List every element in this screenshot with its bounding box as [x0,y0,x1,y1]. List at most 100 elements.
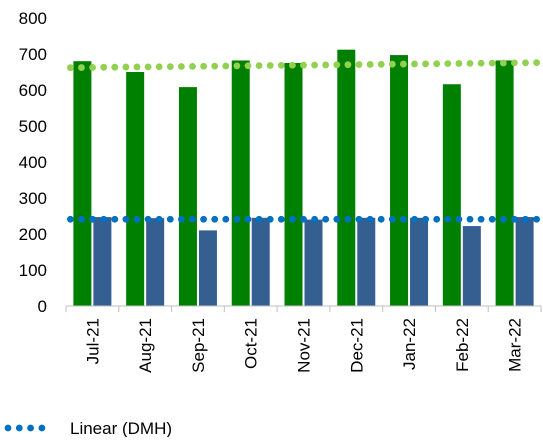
trendline-dot [433,215,441,223]
trendline-dot [233,62,241,70]
trendline-dot [300,61,307,69]
trendline-dot [300,215,307,223]
axes [65,305,542,312]
y-tick-label: 600 [19,81,47,100]
y-tick-label: 300 [19,189,47,208]
trendline-dot [277,215,285,223]
legend-label: Linear (DMH) [70,419,172,437]
x-tick-label: Nov-21 [295,318,314,373]
y-tick-label: 800 [19,9,47,28]
bar-series-1 [126,72,145,306]
bar-series-1 [442,84,461,307]
trendline-dot [355,61,363,68]
trendline-dot [366,61,374,68]
trendline-dot [499,215,507,223]
trendline-dot [155,215,163,223]
trendline-dot [244,62,252,70]
trendline-dot [533,215,541,223]
trendline-dot [177,215,185,223]
trendline-dot [133,215,141,223]
bar-series-1 [178,87,197,307]
trendline-dot [322,61,330,69]
bar-series-2 [515,217,534,306]
bar-series-2 [198,230,217,306]
bar-series-2 [146,218,165,306]
trendline-dot [288,61,296,69]
trendline-dot [144,215,152,223]
trendline-dot [388,60,396,68]
trendline-dot [488,215,496,223]
legend-marker-dot [15,424,23,432]
trendline-dot [411,215,418,223]
trendline-dot [400,215,407,223]
legend-marker-dot [4,424,12,432]
trendline-dot [366,215,374,223]
x-tick-label: Mar-22 [506,318,525,372]
trendline-dot [266,215,274,223]
trendline-dot [522,59,529,67]
bar-series-2 [304,219,323,306]
x-tick-label: Dec-21 [347,318,366,373]
trendline-dot [499,59,507,67]
trendline-dot [444,60,452,67]
trendline-dot [133,63,141,71]
trendline-dot [533,59,541,67]
trendline-dot [66,64,74,72]
trendline-dot [433,60,441,68]
trendline-dot [311,61,319,69]
trendline-dot [377,60,385,68]
bar-series-2 [251,217,270,306]
trendline-dot [211,62,219,70]
trendline-dot [122,215,130,223]
trendline-dot [477,215,485,223]
trendline-dot [444,215,452,223]
x-tick-label: Feb-22 [453,318,472,372]
bar-series-2 [410,217,429,306]
trendline-dot [100,215,108,223]
bar-series-1 [390,55,409,306]
trendline-dot [511,215,518,223]
trendline-dot [222,62,230,70]
trendline-dot [344,61,352,69]
trendline-dot [388,215,396,223]
trendline-dot [166,63,174,70]
bar-series-1 [284,63,303,306]
y-tick-label: 400 [19,153,47,172]
trendline-dot [466,215,474,223]
trendlines [66,59,541,223]
bar-series-2 [93,217,112,306]
trendline-dot [455,60,463,67]
trendline-dot [255,62,263,70]
x-tick-label: Aug-21 [136,318,155,373]
trendline-dot [288,215,296,223]
trendline-dot [522,215,529,223]
trendline-dot [411,60,418,68]
legend-marker-dot [38,424,46,432]
trendline-dot [89,215,96,223]
trendline-dot [244,215,252,223]
trendline-dot [266,62,274,69]
bar-series-1 [495,60,514,307]
trendline-dot [78,64,85,71]
trendline-dot [66,215,74,223]
trendline-dot [255,215,263,223]
trendline-dot [200,215,207,223]
legend: Linear (DMH) [4,419,172,438]
trendline-dot [89,64,96,71]
trendline-dot [377,215,385,223]
y-tick-label: 200 [19,225,47,244]
y-tick-label: 100 [19,261,47,280]
bar-series-1 [337,49,356,307]
trendline-dot [488,59,496,67]
x-axis-tick-labels: Jul-21 Aug-21 Sep-21 Oct-21 Nov-21 Dec-21 Jan-… [83,318,524,373]
trendline-dot [455,215,463,223]
bar-series-1 [73,61,92,307]
x-tick-label: Sep-21 [189,318,208,373]
trendline-dot [111,63,119,71]
y-axis-tick-labels: 0 100 200 300 400 500 600 700 800 [19,9,47,316]
bar-series-1 [231,60,250,307]
bars [73,49,534,307]
x-tick-label: Oct-21 [242,318,261,369]
